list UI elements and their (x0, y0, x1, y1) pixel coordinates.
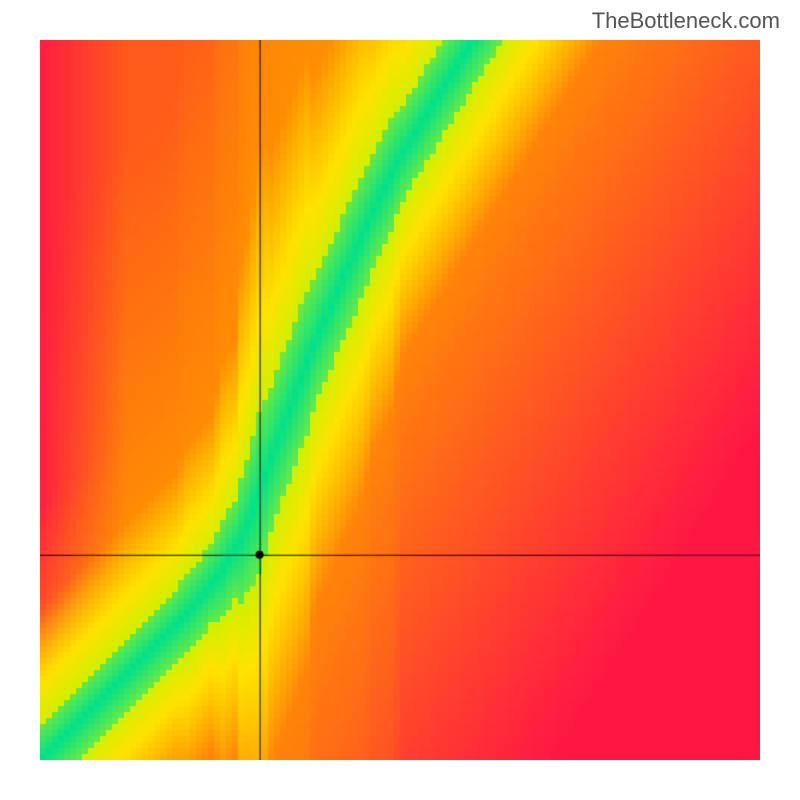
chart-container: TheBottleneck.com (0, 0, 800, 800)
watermark-text: TheBottleneck.com (592, 8, 780, 34)
heatmap-canvas (40, 40, 760, 760)
plot-frame (40, 40, 760, 760)
